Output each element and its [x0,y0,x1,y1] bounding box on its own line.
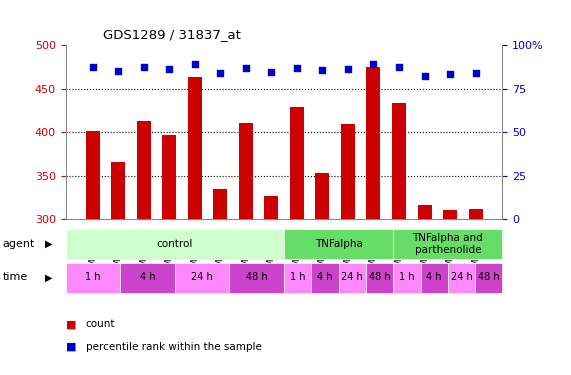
Point [241,64,250,70]
Bar [475,262,502,292]
Bar [393,262,421,292]
Text: 4 h: 4 h [140,273,155,282]
Text: time: time [3,273,28,282]
Bar [448,262,475,292]
Text: 1 h: 1 h [399,273,415,282]
Text: control: control [156,239,193,249]
Bar [421,262,448,292]
Bar [230,262,284,292]
Text: 24 h: 24 h [191,273,213,282]
Bar [284,229,393,259]
Text: TNFalpha and
parthenolide: TNFalpha and parthenolide [412,233,483,255]
Point [318,67,327,73]
Bar [339,262,366,292]
Point [88,64,97,70]
Bar [86,131,99,219]
Bar [315,173,329,219]
Text: percentile rank within the sample: percentile rank within the sample [86,342,262,352]
Bar [111,162,125,219]
Bar [284,262,311,292]
Point [164,66,174,72]
Bar [290,107,304,219]
Text: TNFalpha: TNFalpha [315,239,363,249]
Point [445,71,455,77]
Text: GDS1289 / 31837_at: GDS1289 / 31837_at [103,28,240,41]
Text: 4 h: 4 h [427,273,442,282]
Text: 24 h: 24 h [451,273,472,282]
Bar [393,229,502,259]
Point [292,64,301,70]
Bar [469,209,482,219]
Bar [162,135,176,219]
Text: 48 h: 48 h [246,273,268,282]
Text: 1 h: 1 h [85,273,100,282]
Text: ▶: ▶ [45,239,53,249]
Text: 48 h: 48 h [369,273,391,282]
Bar [417,204,432,219]
Text: 24 h: 24 h [341,273,363,282]
Bar [188,77,202,219]
Text: 1 h: 1 h [290,273,305,282]
Text: ■: ■ [66,320,76,329]
Text: ▶: ▶ [45,273,53,282]
Bar [239,123,253,219]
Point [139,64,148,70]
Point [420,72,429,78]
Point [190,61,199,67]
Bar [392,104,406,219]
Point [369,61,378,67]
Point [114,68,123,74]
Bar [136,121,151,219]
Point [343,66,352,72]
Point [216,70,225,76]
Bar [66,262,120,292]
Text: ■: ■ [66,342,76,352]
Bar [120,262,175,292]
Text: agent: agent [3,239,35,249]
Text: 48 h: 48 h [478,273,500,282]
Bar [264,196,278,219]
Point [267,69,276,75]
Bar [443,210,457,219]
Text: count: count [86,320,115,329]
Point [395,64,404,70]
Bar [341,124,355,219]
Text: 4 h: 4 h [317,273,333,282]
Bar [66,229,284,259]
Bar [367,67,380,219]
Bar [213,189,227,219]
Bar [175,262,230,292]
Point [471,70,480,76]
Bar [366,262,393,292]
Bar [311,262,339,292]
